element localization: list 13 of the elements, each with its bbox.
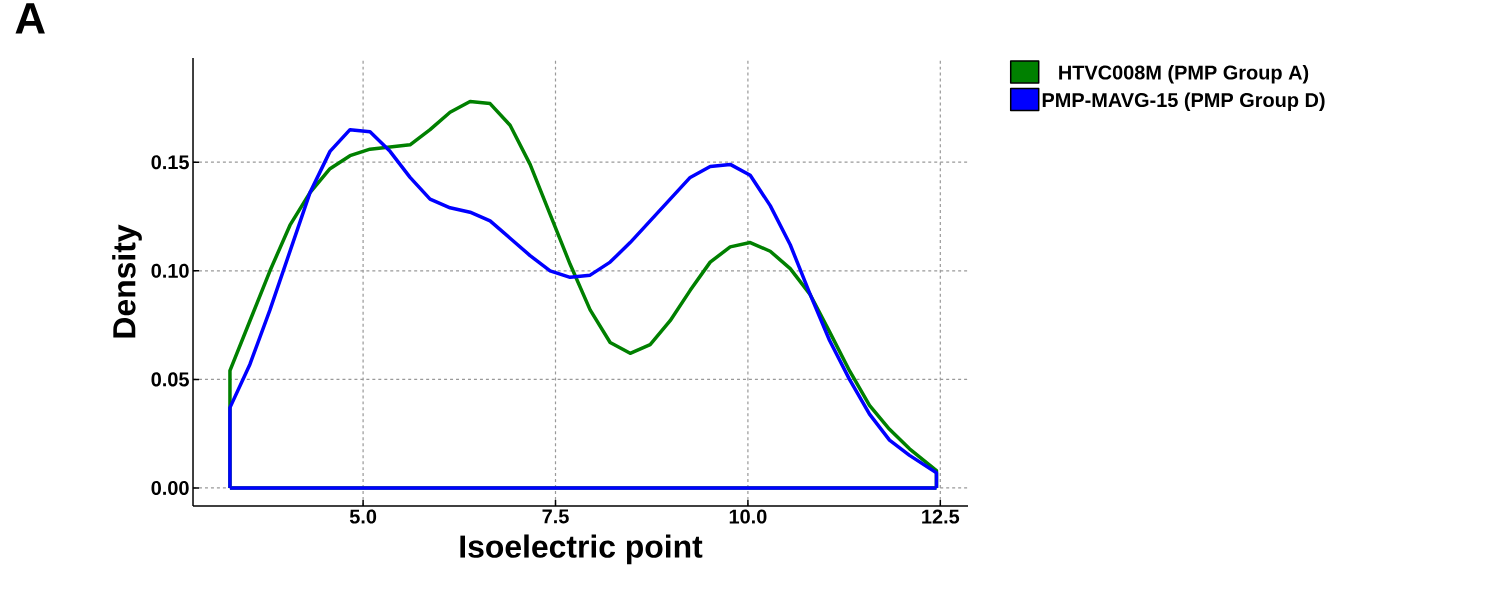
y-tick-label: 0.15 — [151, 155, 189, 170]
x-axis-title: Isoelectric point — [460, 534, 703, 565]
y-tick-label: 0.05 — [151, 372, 189, 387]
y-tick-label: 0.10 — [151, 263, 189, 278]
x-tick-label: 5.0 — [349, 509, 377, 524]
x-tick-label: 10.0 — [729, 509, 767, 524]
x-tick-label: 12.5 — [922, 509, 960, 524]
legend-label: HTVC008M (PMP Group A) — [1059, 64, 1309, 84]
y-axis-title: Density — [112, 224, 142, 338]
y-tick-label: 0.00 — [151, 480, 189, 496]
text: A — [15, 3, 45, 34]
legend-label: PMP-MAVG-15 (PMP Group D) — [1042, 92, 1325, 112]
x-tick-label: 7.5 — [542, 509, 569, 524]
